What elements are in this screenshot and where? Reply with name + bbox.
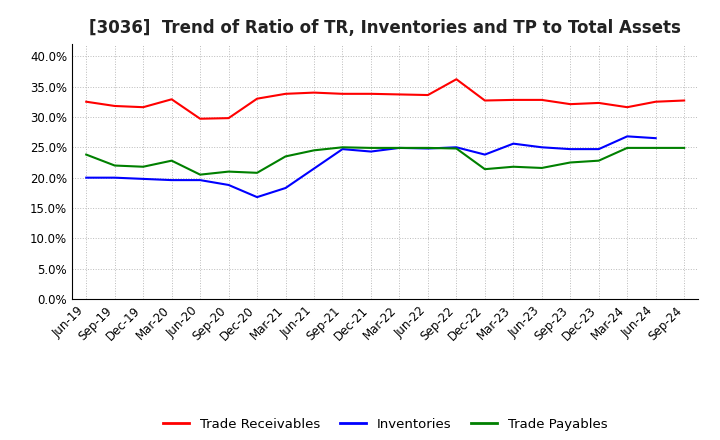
Trade Payables (452, 146, 461, 151)
Inventories (253, 194, 261, 200)
Line: Inventories: Inventories (86, 136, 656, 197)
Trade Payables (537, 165, 546, 171)
Inventories (595, 147, 603, 152)
Trade Receivables (167, 97, 176, 102)
Inventories (282, 185, 290, 191)
Trade Payables (196, 172, 204, 177)
Trade Receivables (623, 105, 631, 110)
Inventories (623, 134, 631, 139)
Inventories (167, 177, 176, 183)
Trade Receivables (196, 116, 204, 121)
Trade Payables (623, 145, 631, 150)
Trade Payables (395, 145, 404, 150)
Inventories (537, 145, 546, 150)
Inventories (338, 147, 347, 152)
Trade Receivables (310, 90, 318, 95)
Trade Payables (423, 145, 432, 150)
Inventories (452, 145, 461, 150)
Trade Receivables (652, 99, 660, 104)
Trade Receivables (110, 103, 119, 109)
Trade Receivables (82, 99, 91, 104)
Trade Payables (82, 152, 91, 157)
Inventories (423, 146, 432, 151)
Inventories (366, 149, 375, 154)
Trade Payables (338, 145, 347, 150)
Trade Receivables (395, 92, 404, 97)
Trade Receivables (595, 100, 603, 106)
Trade Receivables (139, 105, 148, 110)
Inventories (196, 177, 204, 183)
Trade Receivables (480, 98, 489, 103)
Trade Payables (167, 158, 176, 163)
Trade Receivables (225, 115, 233, 121)
Trade Payables (566, 160, 575, 165)
Trade Receivables (680, 98, 688, 103)
Trade Receivables (452, 77, 461, 82)
Trade Payables (509, 164, 518, 169)
Trade Payables (595, 158, 603, 163)
Inventories (82, 175, 91, 180)
Trade Payables (225, 169, 233, 174)
Line: Trade Payables: Trade Payables (86, 147, 684, 175)
Trade Payables (310, 148, 318, 153)
Inventories (225, 182, 233, 187)
Trade Payables (480, 166, 489, 172)
Trade Payables (282, 154, 290, 159)
Trade Receivables (423, 92, 432, 98)
Trade Receivables (366, 91, 375, 96)
Trade Receivables (537, 97, 546, 103)
Trade Receivables (566, 102, 575, 107)
Trade Receivables (509, 97, 518, 103)
Trade Payables (366, 145, 375, 150)
Legend: Trade Receivables, Inventories, Trade Payables: Trade Receivables, Inventories, Trade Pa… (158, 413, 613, 436)
Trade Payables (110, 163, 119, 168)
Trade Receivables (338, 91, 347, 96)
Inventories (110, 175, 119, 180)
Inventories (509, 141, 518, 146)
Trade Payables (680, 145, 688, 150)
Title: [3036]  Trend of Ratio of TR, Inventories and TP to Total Assets: [3036] Trend of Ratio of TR, Inventories… (89, 19, 681, 37)
Inventories (652, 136, 660, 141)
Inventories (310, 166, 318, 171)
Trade Payables (652, 145, 660, 150)
Trade Receivables (282, 91, 290, 96)
Trade Payables (253, 170, 261, 176)
Inventories (566, 147, 575, 152)
Line: Trade Receivables: Trade Receivables (86, 79, 684, 119)
Inventories (139, 176, 148, 182)
Inventories (480, 152, 489, 157)
Inventories (395, 145, 404, 150)
Trade Receivables (253, 96, 261, 101)
Trade Payables (139, 164, 148, 169)
